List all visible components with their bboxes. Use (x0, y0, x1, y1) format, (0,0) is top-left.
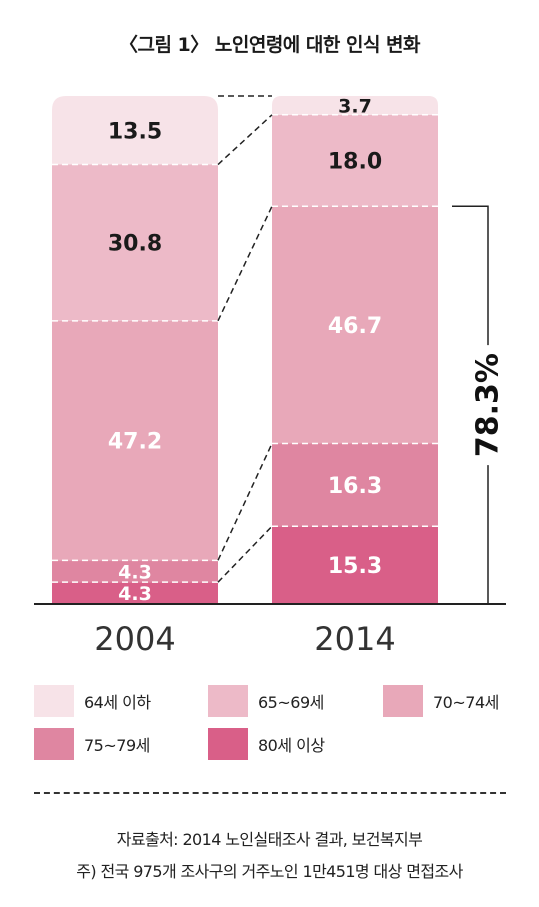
legend-item-70-74: 70~74세 (383, 685, 499, 717)
bracket-label: 78.3% (471, 353, 506, 457)
footnote: 주) 전국 975개 조사구의 거주노인 1만451명 대상 면접조사 (76, 862, 463, 881)
legend-swatch (383, 685, 423, 717)
bar-2014-64- (272, 96, 438, 115)
x-tick-label-2004: 2004 (94, 620, 175, 658)
dashed-divider (34, 792, 506, 794)
value-label-2004-65-69-: 30.8 (108, 232, 162, 257)
legend-swatch (208, 728, 248, 760)
legend-item-65-69: 65~69세 (208, 685, 324, 717)
stacked-bar-chart: 4.34.3 47.2 30.8 13.5 15.3 16.3 46.7 18.0 3.7 78… (34, 95, 506, 658)
value-label-2014-75-79-: 16.3 (328, 474, 382, 499)
legend-item-64-under: 64세 이하 (34, 685, 151, 717)
value-label-2004-80-: 4.3 (118, 583, 152, 605)
value-label-2014-80-: 15.3 (328, 554, 382, 579)
legend-item-75-79: 75~79세 (34, 728, 150, 760)
value-label-2004-75-79-: 4.3 (118, 561, 152, 583)
connector-line (217, 114, 273, 166)
legend-label: 80세 이상 (258, 736, 325, 755)
bar-2014-65-69- (272, 114, 438, 207)
connector-line (217, 525, 273, 583)
legend-label: 64세 이하 (84, 693, 151, 712)
bar-2014-75-79- (272, 443, 438, 527)
x-tick-label-2014: 2014 (314, 620, 395, 658)
source-note: 자료출처: 2014 노인실태조사 결과, 보건복지부 (116, 830, 423, 849)
legend-swatch (208, 685, 248, 717)
bar-2004-75-79- (52, 560, 218, 583)
value-label-2014-64-: 3.7 (338, 95, 372, 117)
legend-label: 75~79세 (84, 736, 150, 755)
value-label-2014-70-74-: 46.7 (328, 314, 382, 339)
legend-swatch (34, 685, 74, 717)
connector-line (217, 443, 273, 561)
legend-item-80-over: 80세 이상 (208, 728, 325, 760)
connector-line (217, 205, 273, 322)
legend-swatch (34, 728, 74, 760)
bar-2004-65-69- (52, 164, 218, 321)
bar-2004-64- (52, 96, 218, 165)
bar-2014-70-74- (272, 206, 438, 444)
bracket-label-bg (470, 345, 506, 466)
legend-label: 65~69세 (258, 693, 324, 712)
bar-2004-80- (52, 582, 218, 604)
chart-title: 〈그림 1〉 노인연령에 대한 인식 변화 (118, 34, 421, 56)
value-label-2014-65-69-: 18.0 (328, 150, 382, 175)
value-label-2004-64-: 13.5 (108, 119, 162, 144)
bar-2004-70-74- (52, 320, 218, 561)
value-label-2004-70-74-: 47.2 (108, 430, 162, 455)
legend-label: 70~74세 (433, 693, 499, 712)
bracket-line (452, 205, 489, 604)
bar-2014-80- (272, 526, 438, 604)
